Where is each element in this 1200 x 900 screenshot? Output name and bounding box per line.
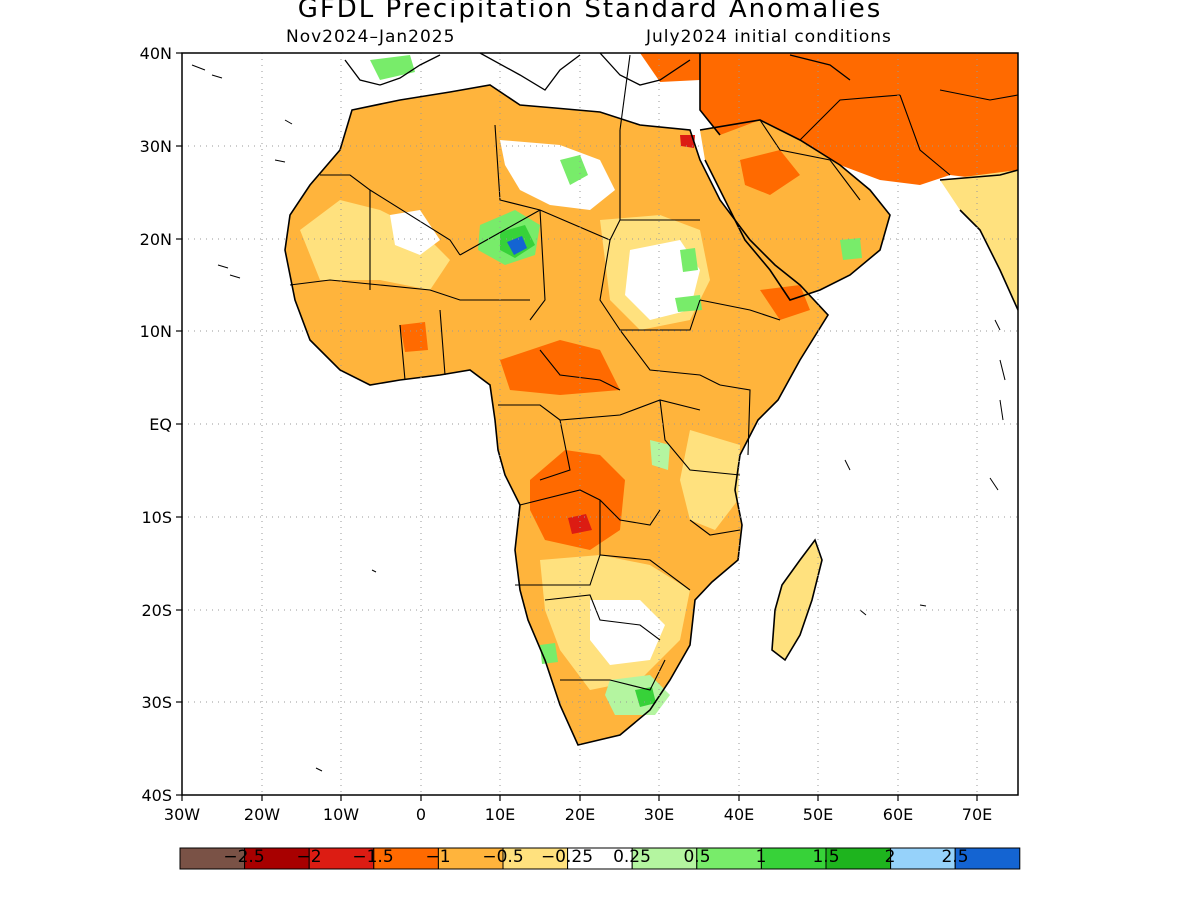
north-strip bbox=[640, 53, 700, 82]
colorbar-label: 1.5 bbox=[812, 847, 839, 867]
coastlines bbox=[284, 53, 1018, 746]
colorbar-label: 2 bbox=[885, 847, 896, 867]
horn-orange-region bbox=[760, 285, 810, 320]
colorbar-label: −2 bbox=[296, 847, 321, 867]
europe-coastline bbox=[344, 53, 851, 91]
forecast-period: Nov2024–Jan2025 bbox=[286, 27, 456, 47]
map-title: GFDL Precipitation Standard Anomalies bbox=[297, 0, 883, 24]
lat-label: 10S bbox=[141, 508, 172, 527]
colorbar-label: −2.5 bbox=[223, 847, 264, 867]
mideast-dark-region bbox=[680, 135, 695, 148]
chad-blue-spot bbox=[507, 236, 527, 255]
lon-label: 70E bbox=[962, 805, 992, 824]
lon-label: 10E bbox=[485, 805, 515, 824]
colorbar-swatch bbox=[954, 847, 1021, 870]
lon-label: 30W bbox=[164, 805, 200, 824]
lon-label: 0 bbox=[416, 805, 426, 824]
colorbar-label: 0.5 bbox=[683, 847, 710, 867]
map-area bbox=[191, 53, 1018, 772]
congo-orange-region bbox=[500, 340, 620, 395]
iran-anomaly-region bbox=[700, 53, 1018, 185]
colorbar-swatches bbox=[179, 847, 1021, 870]
morocco-green-area bbox=[370, 55, 415, 80]
colorbar-label: −1.5 bbox=[352, 847, 393, 867]
lat-label: 40N bbox=[140, 44, 172, 63]
ghana-orange-region bbox=[400, 322, 428, 352]
lon-label: 50E bbox=[803, 805, 833, 824]
tanzania-green-area bbox=[650, 440, 670, 470]
lat-label: 30N bbox=[140, 137, 172, 156]
country-borders bbox=[289, 54, 1018, 691]
southern-white-patch bbox=[590, 600, 665, 665]
west-white-patch bbox=[390, 210, 440, 255]
sahara-white-patch bbox=[500, 140, 615, 210]
lat-label: EQ bbox=[149, 415, 172, 434]
colorbar-labels: −2.5 −2 −1.5 −1 −0.5 −0.25 0.25 0.5 1 1.… bbox=[223, 847, 968, 867]
libya-green-area bbox=[560, 155, 588, 185]
lon-label: 20E bbox=[565, 805, 595, 824]
arabia-orange-region bbox=[740, 150, 800, 195]
colorbar-label: 1 bbox=[756, 847, 767, 867]
lat-label: 40S bbox=[141, 786, 172, 805]
colorbar-label: 2.5 bbox=[941, 847, 968, 867]
lat-label: 10N bbox=[140, 322, 172, 341]
sudan-green-area bbox=[680, 248, 698, 272]
graticule bbox=[182, 53, 1018, 795]
lat-label: 20N bbox=[140, 230, 172, 249]
longitude-labels: 30W 20W 10W 0 10E 20E 30E 40E 50E 60E 70… bbox=[164, 805, 992, 824]
india-landmass bbox=[940, 170, 1018, 310]
angola-red-core bbox=[568, 514, 592, 534]
east-light-region bbox=[680, 430, 740, 530]
colorbar-label: 0.25 bbox=[613, 847, 651, 867]
madagascar-landmass bbox=[772, 540, 822, 660]
colorbar-label: −0.25 bbox=[541, 847, 593, 867]
initial-conditions: July2024 initial conditions bbox=[646, 27, 892, 47]
lat-label: 30S bbox=[141, 693, 172, 712]
islands bbox=[191, 64, 1006, 772]
latitude-labels: 40N 30N 20N 10N EQ 10S 20S 30S 40S bbox=[140, 44, 172, 805]
colorbar-label: −1 bbox=[425, 847, 450, 867]
lon-label: 60E bbox=[883, 805, 913, 824]
colorbar: −2.5 −2 −1.5 −1 −0.5 −0.25 0.25 0.5 1 1.… bbox=[179, 847, 1021, 870]
lat-label: 20S bbox=[141, 601, 172, 620]
lon-label: 20W bbox=[244, 805, 280, 824]
lon-label: 30E bbox=[644, 805, 674, 824]
lon-label: 10W bbox=[323, 805, 359, 824]
ticks bbox=[176, 52, 978, 801]
colorbar-label: −0.5 bbox=[482, 847, 523, 867]
lon-label: 40E bbox=[724, 805, 754, 824]
arabia-green-area bbox=[840, 238, 862, 260]
sudan-green-area-2 bbox=[675, 295, 702, 312]
sahel-light-region bbox=[300, 200, 450, 290]
